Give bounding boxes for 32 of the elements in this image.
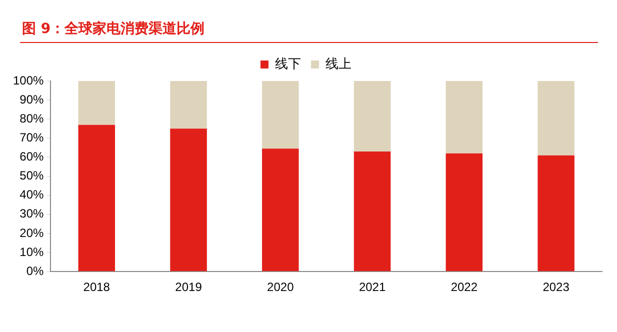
bar: [354, 81, 391, 152]
y-tick-label: 90%: [20, 92, 44, 106]
y-tick-label: 0%: [26, 264, 44, 278]
y-tick-label: 50%: [20, 168, 44, 183]
bar: [538, 155, 574, 272]
legend-label: 线上: [326, 56, 352, 72]
x-tick-label: 2023: [542, 280, 570, 294]
y-tick-label: 60%: [20, 150, 44, 164]
bar: [446, 81, 483, 154]
bar: [262, 148, 299, 272]
bar: [262, 81, 299, 149]
x-tick-label: 2020: [267, 280, 294, 294]
chart-title: 图 9：全球家电消费渠道比例: [22, 20, 205, 38]
y-tick-label: 70%: [20, 130, 44, 144]
x-tick-label: 2021: [358, 280, 386, 294]
bar: [538, 81, 574, 156]
legend-label: 线下: [275, 56, 301, 72]
bar: [446, 153, 483, 272]
bar: [78, 124, 116, 272]
bar: [170, 81, 207, 129]
bar: [170, 128, 207, 272]
x-tick-label: 2022: [450, 280, 478, 294]
y-tick-label: 30%: [20, 206, 44, 221]
y-tick-label: 20%: [20, 226, 44, 240]
bar: [78, 81, 116, 125]
y-tick-label: 100%: [12, 73, 44, 88]
x-tick-label: 2018: [83, 280, 110, 294]
y-tick-label: 80%: [20, 111, 44, 126]
y-tick-label: 40%: [20, 188, 44, 202]
y-tick-label: 10%: [20, 244, 44, 259]
bar: [354, 152, 391, 272]
x-tick-label: 2019: [175, 280, 202, 294]
